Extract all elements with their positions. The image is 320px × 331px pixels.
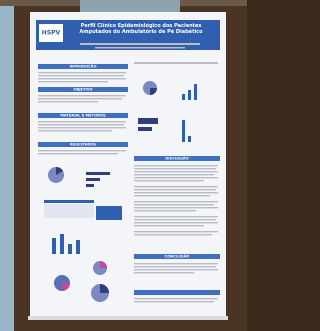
poster-detail [134,234,212,235]
poster-detail [134,174,214,175]
photo: HSPV Perfil Clínico Epidemiológico dos P… [0,0,247,331]
section-heading: DISCUSSÃO [165,156,188,161]
poster-detail [44,204,94,218]
poster-detail [134,195,210,196]
poster-detail [38,121,126,122]
poster-detail [134,222,218,223]
poster-detail [134,186,218,187]
poster-detail [76,240,80,254]
poster-detail [134,231,218,232]
section-heading: MATERIAL E MÉTODOS [60,113,106,118]
poster-detail [134,165,218,166]
poster-detail [134,290,220,295]
poster-detail [188,90,191,100]
poster-detail [86,172,110,175]
poster-title: Perfil Clínico Epidemiológico dos Pacien… [66,23,216,35]
poster-detail [182,120,185,142]
logo: HSPV [42,30,61,37]
page: HSPV Perfil Clínico Epidemiológico dos P… [0,0,247,331]
poster-detail [134,192,218,193]
poster-detail [134,269,218,270]
poster-detail [182,94,185,100]
poster-detail [134,225,204,226]
authors [80,43,200,45]
poster-detail [38,98,122,99]
poster-detail [134,219,216,220]
poster-detail [38,72,126,73]
poster-detail [86,178,100,181]
poster-detail [86,184,94,187]
poster-detail [38,150,126,151]
section-heading: INTRODUÇÃO [70,64,97,69]
poster-detail [138,118,158,124]
poster-detail [38,101,98,102]
poster-detail [38,127,126,128]
section-heading: CONCLUSÃO [165,254,190,259]
wall-edge [0,0,14,331]
poster-detail [134,207,218,208]
poster-detail [38,78,126,79]
poster-detail [194,84,197,100]
poster-detail [68,244,72,254]
poster-rod [28,316,228,320]
poster-detail [38,81,108,82]
section-heading: RESULTADOS [70,143,96,147]
picture-above [80,0,180,12]
poster-detail [60,234,64,254]
poster-detail [134,171,218,172]
poster-detail [134,177,218,178]
poster-detail [134,204,214,205]
poster-detail [134,272,194,273]
poster-detail [134,201,218,202]
poster-detail [38,130,112,131]
poster-detail [134,180,204,181]
poster-detail [38,153,118,154]
poster-detail [38,124,124,125]
section-heading: OBJETIVO [73,88,92,92]
poster-detail [134,298,218,299]
poster-detail [138,127,152,131]
affiliation [95,47,185,49]
poster-detail [134,216,218,217]
poster-detail [134,168,216,169]
poster-detail [96,206,122,220]
poster-detail [188,136,191,142]
poster-detail [52,238,56,254]
poster-detail [134,263,218,264]
poster-detail [134,301,214,302]
poster-detail [134,62,218,64]
poster-detail [134,266,216,267]
poster-detail [134,189,216,190]
title-box: Perfil Clínico Epidemiológico dos Pacien… [66,23,216,41]
poster-detail [38,95,126,96]
poster-detail [44,200,94,203]
poster-detail [134,210,196,211]
poster-detail [38,75,124,76]
